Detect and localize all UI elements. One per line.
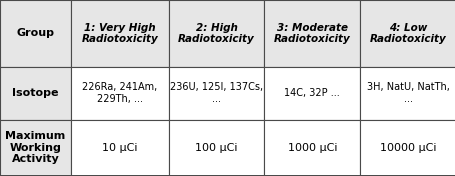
Text: 14C, 32P ...: 14C, 32P ... [284,88,339,98]
Text: Maximum
Working
Activity: Maximum Working Activity [5,131,66,164]
Text: Group: Group [16,29,54,38]
Bar [359,120,455,176]
Bar [359,0,455,67]
Bar [168,120,264,176]
Text: 1000 μCi: 1000 μCi [287,143,336,153]
Bar [264,0,359,67]
Text: 3H, NatU, NatTh,
...: 3H, NatU, NatTh, ... [366,83,449,104]
Text: 1: Very High
Radiotoxicity: 1: Very High Radiotoxicity [81,23,158,44]
Text: 100 μCi: 100 μCi [195,143,238,153]
Text: 2: High
Radiotoxicity: 2: High Radiotoxicity [178,23,254,44]
Bar [0,67,71,120]
Text: 3: Moderate
Radiotoxicity: 3: Moderate Radiotoxicity [273,23,350,44]
Text: 10 μCi: 10 μCi [102,143,137,153]
Bar [168,67,264,120]
Text: Isotope: Isotope [12,88,58,98]
Bar [71,120,168,176]
Bar [0,120,71,176]
Text: 4: Low
Radiotoxicity: 4: Low Radiotoxicity [369,23,445,44]
Text: 236U, 125I, 137Cs,
...: 236U, 125I, 137Cs, ... [170,83,263,104]
Bar [168,0,264,67]
Bar [264,120,359,176]
Bar [0,0,71,67]
Text: 10000 μCi: 10000 μCi [379,143,435,153]
Bar [264,67,359,120]
Bar [71,0,168,67]
Bar [359,67,455,120]
Text: 226Ra, 241Am,
229Th, ...: 226Ra, 241Am, 229Th, ... [82,83,157,104]
Bar [71,67,168,120]
